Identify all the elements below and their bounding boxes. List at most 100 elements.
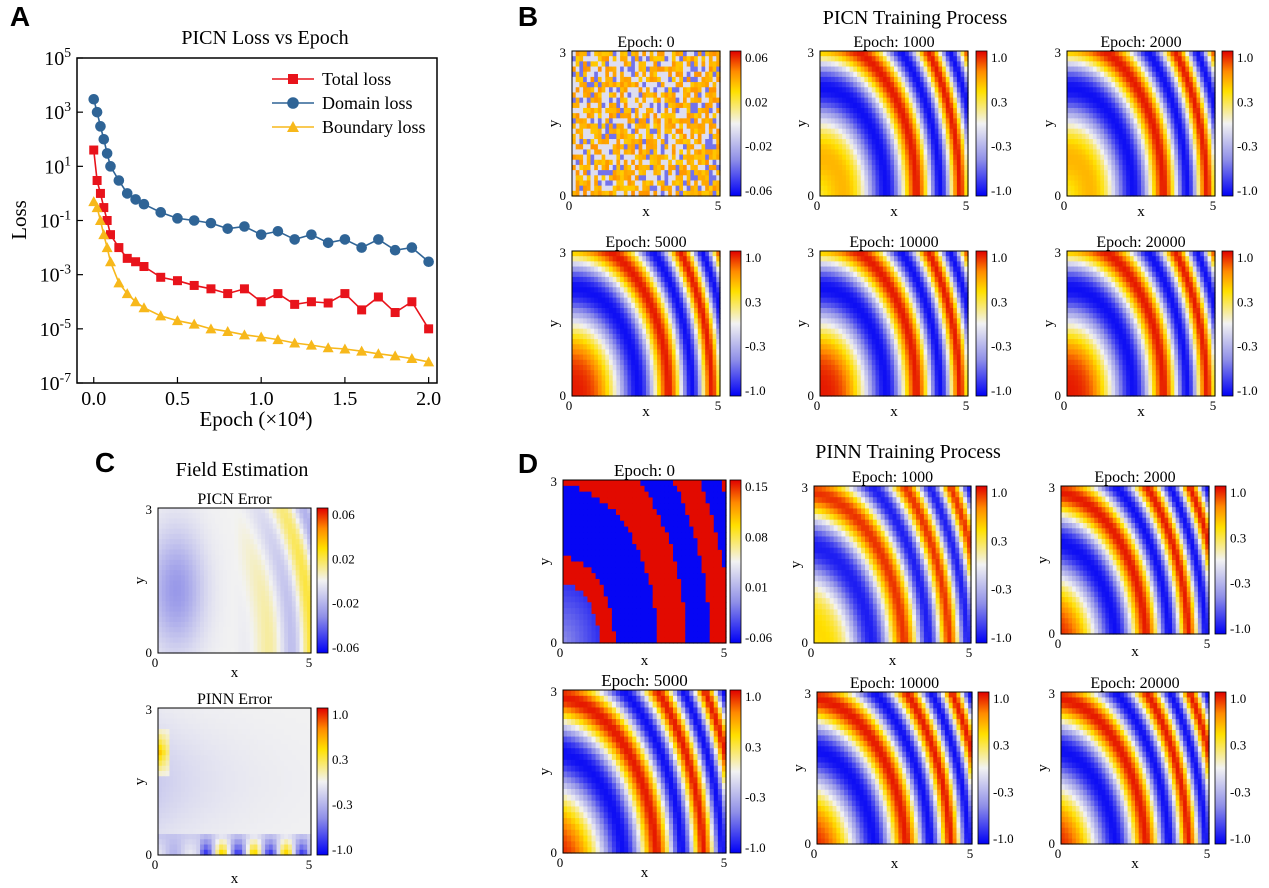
heat-cell: [590, 266, 595, 273]
heat-cell: [594, 333, 599, 340]
heat-cell: [1107, 159, 1112, 166]
heat-cell: [1111, 61, 1116, 68]
heat-cell: [694, 92, 699, 99]
heat-cell: [634, 318, 640, 325]
heat-cell: [653, 292, 658, 299]
heat-cell: [1196, 123, 1201, 130]
heat-cell: [712, 354, 717, 361]
heat-cell: [634, 149, 640, 156]
heat-cell: [857, 276, 862, 283]
heat-cell: [1170, 159, 1175, 166]
heat-cell: [1181, 123, 1186, 130]
heat-cell: [1196, 190, 1201, 197]
heat-cell: [831, 380, 836, 387]
heat-cell: [894, 128, 899, 135]
heat-cell: [594, 266, 599, 273]
heat-cell: [842, 266, 847, 273]
heat-cell: [897, 82, 902, 88]
heat-cell: [1118, 107, 1124, 114]
heat-cell: [683, 82, 688, 88]
heat-cell: [1126, 154, 1131, 161]
heat-cell: [697, 56, 703, 62]
heat-cell: [1152, 128, 1157, 135]
heat-cell: [831, 170, 836, 176]
heat-cell: [686, 154, 691, 161]
heat-cell: [631, 128, 636, 135]
heat-cell: [1170, 92, 1175, 99]
heat-cell: [934, 97, 939, 104]
heat-cell: [1163, 66, 1168, 73]
heat-cell: [668, 261, 673, 268]
heat-cell: [945, 66, 951, 73]
heat-cell: [638, 159, 643, 166]
heat-cell: [1170, 82, 1175, 88]
heat-cell: [716, 333, 721, 340]
heat-cell: [575, 313, 580, 319]
heat-cell: [894, 144, 899, 150]
heat-cell: [686, 175, 691, 182]
heat-cell: [905, 159, 910, 166]
data-point: [101, 242, 113, 253]
heat-cell: [1207, 92, 1212, 99]
heat-cell: [1081, 118, 1087, 125]
heat-cell: [857, 271, 862, 278]
heat-cell: [845, 76, 851, 83]
heat-cell: [823, 297, 828, 304]
heat-cell: [616, 149, 621, 156]
heat-cell: [1207, 149, 1212, 156]
heat-cell: [945, 164, 951, 171]
heat-cell: [945, 76, 951, 83]
heat-cell: [1070, 154, 1075, 161]
heat-cell: [671, 56, 677, 62]
heat-cell: [616, 318, 621, 325]
heat-cell: [675, 302, 680, 309]
heat-cell: [668, 51, 673, 57]
heat-cell: [601, 323, 606, 330]
heat-cell: [864, 102, 869, 109]
heat-cell: [886, 180, 891, 187]
heat-cell: [1104, 66, 1109, 73]
heat-cell: [679, 302, 684, 309]
heat-cell: [1089, 118, 1094, 125]
heat-cell: [697, 97, 703, 104]
heat-cell: [857, 261, 862, 268]
heat-cell: [716, 97, 721, 104]
heat-cell: [834, 349, 840, 356]
heat-cell: [634, 51, 640, 57]
heat-cell: [708, 154, 714, 161]
heat-cell: [820, 175, 825, 182]
heat-cell: [960, 144, 965, 150]
heat-cell: [1211, 61, 1216, 68]
heat-cell: [931, 87, 936, 94]
data-point: [189, 280, 199, 290]
heat-cell: [842, 318, 847, 325]
heat-cell: [838, 149, 843, 156]
heat-cell: [683, 97, 688, 104]
heat-cell: [712, 76, 717, 83]
heat-cell: [849, 149, 854, 156]
heat-cell: [653, 180, 658, 187]
heat-cell: [905, 154, 910, 161]
heat-cell: [1100, 159, 1105, 166]
heat-cell: [646, 149, 651, 156]
heat-cell: [1203, 51, 1209, 57]
heat-cell: [1067, 92, 1072, 99]
heat-cell: [657, 364, 662, 371]
heat-cell: [938, 164, 943, 171]
heat-cell: [620, 123, 625, 130]
heat-cell: [1100, 149, 1105, 156]
heat-cell: [823, 375, 828, 382]
heat-cell: [1155, 149, 1161, 156]
heat-cell: [1178, 159, 1183, 166]
heat-cell: [1166, 82, 1172, 88]
heat-cell: [1181, 76, 1186, 83]
heat-cell: [1122, 82, 1127, 88]
heat-cell: [679, 175, 684, 182]
heat-cell: [1181, 139, 1186, 145]
heat-cell: [919, 139, 925, 145]
heat-cell: [612, 364, 617, 371]
heat-cell: [712, 339, 717, 345]
heat-cell: [660, 276, 666, 283]
heat-cell: [694, 318, 699, 325]
heat-cell: [838, 354, 843, 361]
